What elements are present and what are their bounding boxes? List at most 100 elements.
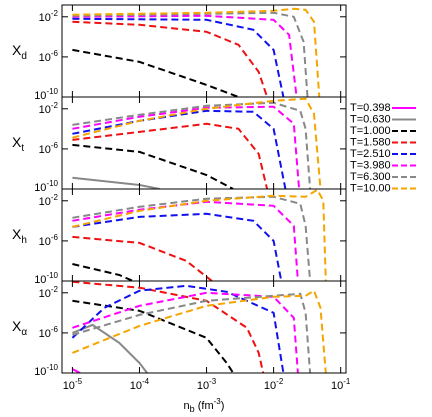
series-line — [71, 368, 81, 373]
y-tick-label: 10-6 — [39, 49, 59, 64]
x-label-unit: (fm — [195, 400, 214, 412]
y-axis-label: Xd — [12, 42, 27, 62]
series-line — [72, 7, 321, 97]
y-tick-label-exp: -2 — [51, 9, 59, 18]
series-line — [72, 291, 299, 373]
y-axis-label-main: X — [12, 42, 22, 58]
y-tick-label-exp: -2 — [51, 193, 59, 202]
y-tick-label-base: 10 — [34, 274, 46, 286]
x-tick-label-base: 10 — [63, 380, 75, 392]
x-tick-label-base: 10 — [130, 380, 142, 392]
series-line — [72, 20, 269, 97]
series-line — [72, 101, 312, 189]
x-tick-label-base: 10 — [331, 380, 343, 392]
y-tick-label: 10-10 — [34, 87, 58, 102]
x-tick-label-exp: -4 — [142, 377, 150, 386]
y-tick-label: 10-10 — [34, 363, 58, 378]
y-tick-label-base: 10 — [34, 182, 46, 194]
x-label-exp: -3 — [214, 397, 222, 406]
y-tick-label-base: 10 — [39, 328, 51, 340]
x-label-close: ) — [221, 400, 225, 412]
y-axis-label-sub: t — [21, 143, 24, 154]
series-line — [72, 176, 160, 189]
y-tick-label-base: 10 — [39, 144, 51, 156]
y-tick-label-base: 10 — [39, 196, 51, 208]
series-line — [72, 109, 287, 189]
x-tick-label-exp: -1 — [343, 377, 351, 386]
series-line — [72, 122, 269, 189]
series-line — [72, 195, 312, 281]
y-tick-label-base: 10 — [34, 366, 46, 378]
x-label-sub: b — [190, 404, 195, 414]
y-tick-label-exp: -6 — [51, 325, 59, 334]
x-tick-label-exp: -2 — [276, 377, 284, 386]
x-tick-label: 10-2 — [264, 377, 284, 392]
y-tick-label-exp: -6 — [51, 233, 59, 242]
y-tick-label: 10-10 — [34, 271, 58, 286]
y-tick-label-exp: -10 — [46, 179, 58, 188]
y-tick-label-exp: -6 — [51, 49, 59, 58]
y-tick-label: 10-2 — [39, 9, 59, 24]
y-tick-label-exp: -10 — [46, 271, 58, 280]
y-tick-label: 10-6 — [39, 233, 59, 248]
y-axis-label: Xt — [12, 134, 24, 154]
legend-label: T=2.510 — [350, 148, 391, 160]
series-line — [72, 299, 235, 373]
y-axis-label-main: X — [12, 134, 22, 150]
y-tick-label-base: 10 — [39, 236, 51, 248]
x-tick-label: 10-5 — [63, 377, 83, 392]
y-tick-label-base: 10 — [39, 104, 51, 116]
x-tick-label-base: 10 — [197, 380, 209, 392]
x-tick-label-exp: -3 — [209, 377, 217, 386]
y-tick-label: 10-6 — [39, 325, 59, 340]
y-axis-label-sub: α — [21, 327, 27, 338]
series-line — [72, 200, 299, 281]
y-tick-label-exp: -6 — [51, 141, 59, 150]
y-tick-label: 10-10 — [34, 179, 58, 194]
y-axis-label-sub: h — [21, 235, 27, 246]
series-line — [72, 17, 285, 97]
y-tick-label: 10-2 — [39, 193, 59, 208]
legend-label: T=1.000 — [350, 125, 391, 137]
x-axis-label: nb (fm-3) — [184, 397, 225, 414]
y-axis-label: Xα — [12, 318, 27, 338]
y-tick-label-exp: -2 — [51, 101, 59, 110]
y-axis-label-main: X — [12, 318, 22, 334]
series-line — [72, 263, 134, 281]
x-tick-label: 10-1 — [331, 377, 351, 392]
y-tick-label-base: 10 — [39, 12, 51, 24]
series-line — [72, 289, 327, 373]
x-tick-label: 10-4 — [130, 377, 150, 392]
series-line — [72, 281, 265, 373]
y-tick-label: 10-6 — [39, 141, 59, 156]
y-tick-label: 10-2 — [39, 101, 59, 116]
y-tick-label-exp: -10 — [46, 87, 58, 96]
y-tick-label-exp: -10 — [46, 363, 58, 372]
legend-label: T=3.980 — [350, 160, 391, 172]
panel-frame — [61, 280, 347, 374]
series-line — [72, 292, 312, 373]
legend-label: T=1.580 — [350, 137, 391, 149]
series-line — [72, 235, 213, 281]
legend-label: T=6.300 — [350, 171, 391, 183]
y-tick-label: 10-2 — [39, 285, 59, 300]
x-tick-label-exp: -5 — [75, 377, 83, 386]
y-axis-label-sub: d — [21, 51, 27, 62]
y-axis-label-main: X — [12, 226, 22, 242]
y-axis-label: Xh — [12, 226, 27, 246]
series-line — [72, 48, 239, 97]
y-tick-label-base: 10 — [39, 288, 51, 300]
y-tick-label-exp: -2 — [51, 285, 59, 294]
x-tick-label: 10-3 — [197, 377, 217, 392]
legend-label: T=10.00 — [350, 183, 391, 195]
series-line — [72, 11, 309, 97]
legend-label: T=0.630 — [350, 114, 391, 126]
legend-label: T=0.398 — [350, 102, 391, 114]
series-line — [71, 284, 285, 373]
series-line — [72, 14, 298, 97]
y-tick-label-base: 10 — [39, 52, 51, 64]
series-line — [72, 323, 148, 373]
series-line — [72, 105, 301, 189]
series-line — [72, 212, 283, 281]
